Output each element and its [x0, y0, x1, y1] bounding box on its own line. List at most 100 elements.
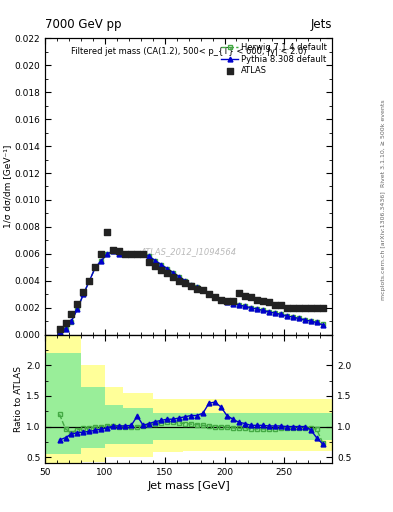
ATLAS [182, 280, 188, 288]
ATLAS [146, 258, 152, 266]
ATLAS [158, 266, 164, 274]
Text: Rivet 3.1.10, ≥ 500k events: Rivet 3.1.10, ≥ 500k events [381, 99, 386, 187]
Pythia 8.308 default [147, 253, 152, 260]
ATLAS [128, 250, 134, 258]
Herwig 7.1.4 default [213, 294, 217, 300]
Herwig 7.1.4 default [183, 278, 187, 284]
ATLAS [248, 293, 254, 301]
Pythia 8.308 default [141, 251, 145, 257]
Pythia 8.308 default [296, 315, 301, 322]
Herwig 7.1.4 default [159, 262, 163, 268]
Herwig 7.1.4 default [87, 278, 92, 284]
Pythia 8.308 default [266, 309, 271, 315]
Herwig 7.1.4 default [99, 258, 104, 264]
Pythia 8.308 default [254, 306, 259, 312]
ATLAS [57, 325, 63, 333]
Herwig 7.1.4 default [171, 270, 175, 276]
ATLAS [242, 291, 248, 300]
ATLAS [98, 250, 105, 258]
ATLAS [188, 282, 194, 290]
Herwig 7.1.4 default [224, 299, 229, 305]
Herwig 7.1.4 default [320, 322, 325, 328]
ATLAS [218, 295, 224, 304]
Pythia 8.308 default [153, 258, 158, 264]
Pythia 8.308 default [284, 313, 289, 319]
Pythia 8.308 default [81, 291, 86, 297]
ATLAS [230, 297, 236, 305]
Herwig 7.1.4 default [296, 315, 301, 322]
ATLAS [110, 246, 116, 254]
Text: Jets: Jets [310, 18, 332, 31]
Herwig 7.1.4 default [195, 284, 199, 290]
ATLAS [164, 269, 170, 277]
Line: Pythia 8.308 default: Pythia 8.308 default [57, 249, 325, 334]
Pythia 8.308 default [320, 322, 325, 328]
Herwig 7.1.4 default [141, 251, 145, 257]
Pythia 8.308 default [278, 311, 283, 317]
ATLAS [301, 304, 308, 312]
Pythia 8.308 default [201, 287, 206, 293]
ATLAS [62, 319, 69, 327]
Herwig 7.1.4 default [302, 317, 307, 323]
ATLAS [206, 290, 212, 298]
Pythia 8.308 default [123, 251, 128, 257]
Herwig 7.1.4 default [63, 326, 68, 332]
Pythia 8.308 default [165, 266, 169, 272]
Pythia 8.308 default [207, 291, 211, 297]
ATLAS [313, 304, 320, 312]
Herwig 7.1.4 default [189, 282, 193, 288]
Pythia 8.308 default [261, 307, 265, 313]
Herwig 7.1.4 default [237, 302, 241, 308]
ATLAS [140, 250, 146, 258]
Y-axis label: Ratio to ATLAS: Ratio to ATLAS [14, 366, 23, 432]
Herwig 7.1.4 default [147, 253, 152, 260]
Pythia 8.308 default [248, 305, 253, 311]
Herwig 7.1.4 default [207, 291, 211, 297]
Pythia 8.308 default [105, 251, 110, 257]
Herwig 7.1.4 default [261, 307, 265, 313]
Herwig 7.1.4 default [165, 266, 169, 272]
ATLAS [320, 304, 326, 312]
ATLAS [152, 262, 158, 270]
ATLAS [296, 304, 302, 312]
Herwig 7.1.4 default [117, 251, 122, 257]
ATLAS [104, 228, 110, 237]
Pythia 8.308 default [93, 264, 98, 270]
Herwig 7.1.4 default [231, 301, 235, 307]
Pythia 8.308 default [308, 318, 313, 324]
Pythia 8.308 default [75, 306, 80, 312]
ATLAS [80, 287, 86, 295]
Herwig 7.1.4 default [111, 248, 116, 254]
Herwig 7.1.4 default [242, 303, 247, 309]
Herwig 7.1.4 default [81, 291, 86, 297]
Pythia 8.308 default [63, 326, 68, 332]
X-axis label: Jet mass [GeV]: Jet mass [GeV] [147, 481, 230, 492]
Pythia 8.308 default [171, 270, 175, 276]
Herwig 7.1.4 default [201, 287, 206, 293]
Pythia 8.308 default [57, 329, 62, 335]
ATLAS [68, 310, 75, 318]
ATLAS [277, 301, 284, 309]
Pythia 8.308 default [224, 299, 229, 305]
Legend: Herwig 7.1.4 default, Pythia 8.308 default, ATLAS: Herwig 7.1.4 default, Pythia 8.308 defau… [218, 40, 331, 79]
Pythia 8.308 default [242, 303, 247, 309]
Y-axis label: 1/σ dσ/dm [GeV⁻¹]: 1/σ dσ/dm [GeV⁻¹] [3, 145, 12, 228]
ATLAS [212, 293, 218, 301]
Pythia 8.308 default [111, 248, 116, 254]
Pythia 8.308 default [69, 318, 74, 324]
ATLAS [116, 247, 123, 255]
ATLAS [74, 300, 81, 308]
Pythia 8.308 default [219, 296, 223, 303]
Herwig 7.1.4 default [278, 311, 283, 317]
Pythia 8.308 default [290, 314, 295, 320]
Pythia 8.308 default [302, 317, 307, 323]
Herwig 7.1.4 default [57, 329, 62, 335]
Line: Herwig 7.1.4 default: Herwig 7.1.4 default [57, 249, 325, 334]
Text: mcplots.cern.ch [arXiv:1306.3436]: mcplots.cern.ch [arXiv:1306.3436] [381, 191, 386, 300]
Herwig 7.1.4 default [314, 319, 319, 326]
ATLAS [283, 304, 290, 312]
ATLAS [253, 295, 260, 304]
ATLAS [176, 276, 182, 285]
ATLAS [307, 304, 314, 312]
ATLAS [134, 250, 140, 258]
